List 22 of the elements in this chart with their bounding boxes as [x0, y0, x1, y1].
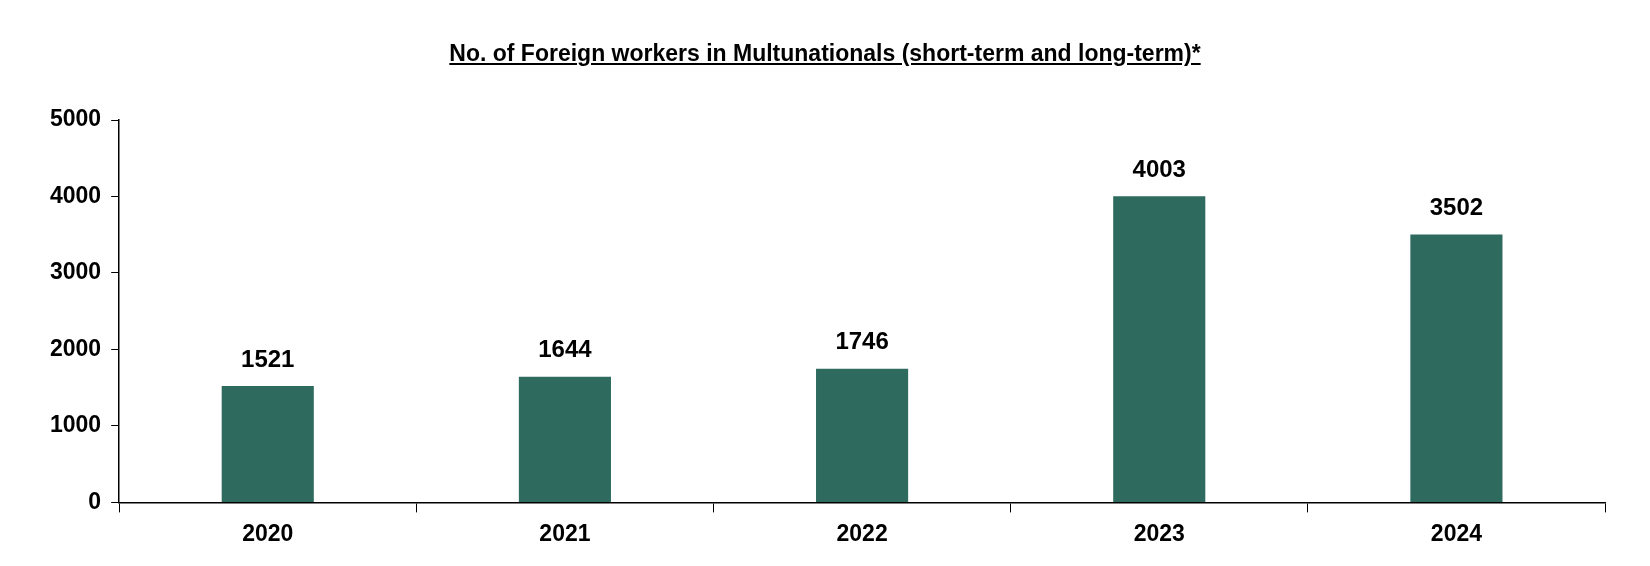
- y-tick-label: 1000: [49, 411, 102, 438]
- x-tick-label: 2023: [1133, 519, 1185, 546]
- y-tick-label: 2000: [49, 334, 102, 361]
- bar: [1113, 196, 1206, 502]
- bar: [1410, 234, 1503, 502]
- data-label: 1521: [241, 344, 295, 372]
- data-label: 3502: [1429, 193, 1484, 221]
- bar: [816, 368, 909, 502]
- y-tick-label: 5000: [49, 105, 102, 132]
- data-label: 1644: [538, 335, 593, 363]
- bar: [518, 376, 611, 502]
- y-tick-label: 0: [88, 487, 102, 514]
- x-tick-label: 2021: [539, 519, 591, 546]
- x-tick-label: 2022: [836, 519, 888, 546]
- y-tick-label: 4000: [49, 181, 102, 208]
- y-tick-label: 3000: [49, 258, 102, 285]
- data-label: 4003: [1132, 154, 1186, 182]
- chart-title: No. of Foreign workers in Multunationals (short-term and long-term)*: [448, 40, 1202, 67]
- bar: [221, 386, 314, 502]
- x-tick-label: 2024: [1430, 519, 1483, 546]
- x-tick-label: 2020: [242, 519, 294, 546]
- data-label: 1746: [835, 327, 889, 355]
